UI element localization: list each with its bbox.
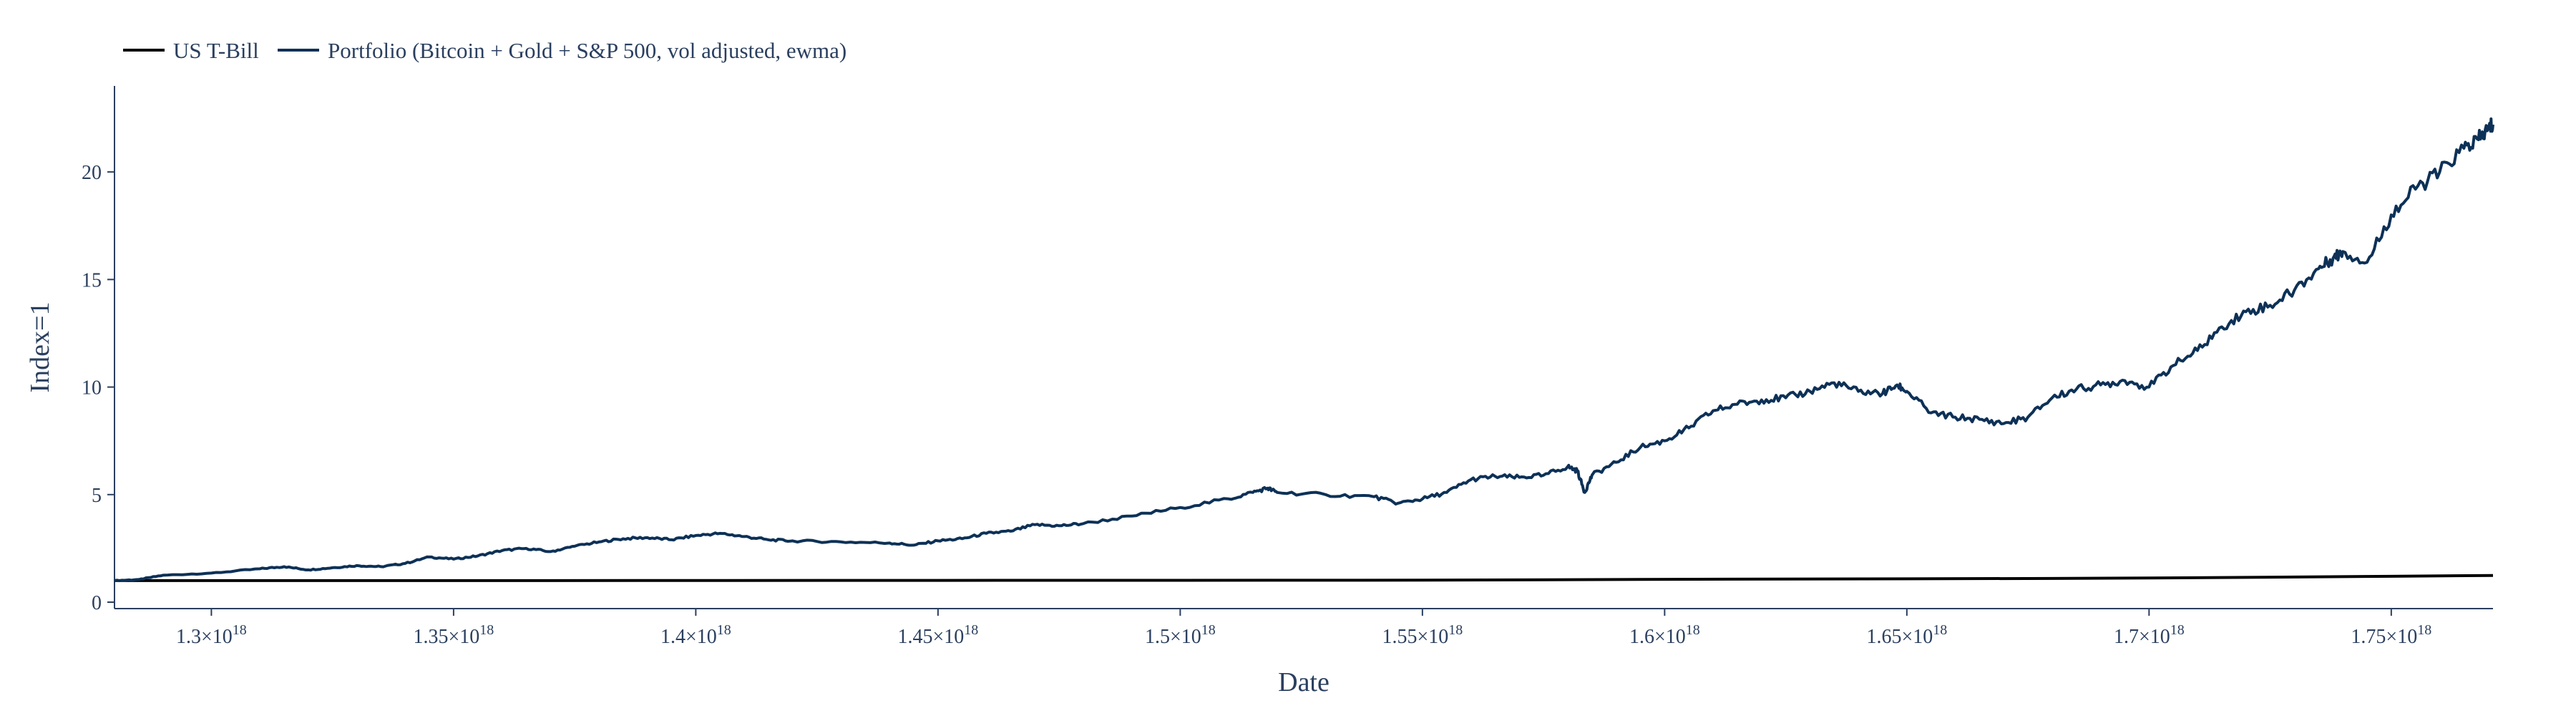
x-tick-label: 1.4×1018 xyxy=(660,622,731,648)
y-axis-ticks: 0 5 10 15 20 xyxy=(82,162,114,614)
y-tick-label: 20 xyxy=(82,162,102,184)
series-line-portfolio xyxy=(114,117,2494,583)
x-tick-label: 1.45×1018 xyxy=(897,622,978,648)
x-tick-label: 1.65×1018 xyxy=(1866,622,1947,648)
y-tick-label: 15 xyxy=(82,269,102,291)
x-tick-label: 1.6×1018 xyxy=(1629,622,1700,648)
x-tick-label: 1.75×1018 xyxy=(2351,622,2431,648)
legend-label-portfolio: Portfolio (Bitcoin + Gold + S&P 500, vol… xyxy=(328,38,847,63)
legend-label-tbill: US T-Bill xyxy=(173,38,259,63)
x-tick-label: 1.5×1018 xyxy=(1145,622,1216,648)
y-axis-title: Index=1 xyxy=(25,302,55,393)
y-tick-label: 10 xyxy=(82,377,102,400)
x-tick-label: 1.55×1018 xyxy=(1382,622,1463,648)
legend: US T-Bill Portfolio (Bitcoin + Gold + S&… xyxy=(123,38,847,63)
y-tick-label: 5 xyxy=(92,485,102,507)
series-layer xyxy=(114,117,2494,583)
x-axis-ticks: 1.3×1018 1.35×1018 1.4×1018 1.45×1018 1.5×10… xyxy=(176,609,2431,648)
x-tick-label: 1.7×1018 xyxy=(2114,622,2185,648)
x-tick-label: 1.3×1018 xyxy=(176,622,247,648)
y-tick-label: 0 xyxy=(92,592,102,614)
legend-item-portfolio[interactable]: Portfolio (Bitcoin + Gold + S&P 500, vol… xyxy=(278,38,847,63)
series-line-tbill xyxy=(114,574,2494,582)
x-axis-title: Date xyxy=(1278,667,1330,697)
x-tick-label: 1.35×1018 xyxy=(413,622,494,648)
legend-item-tbill[interactable]: US T-Bill xyxy=(123,38,259,63)
